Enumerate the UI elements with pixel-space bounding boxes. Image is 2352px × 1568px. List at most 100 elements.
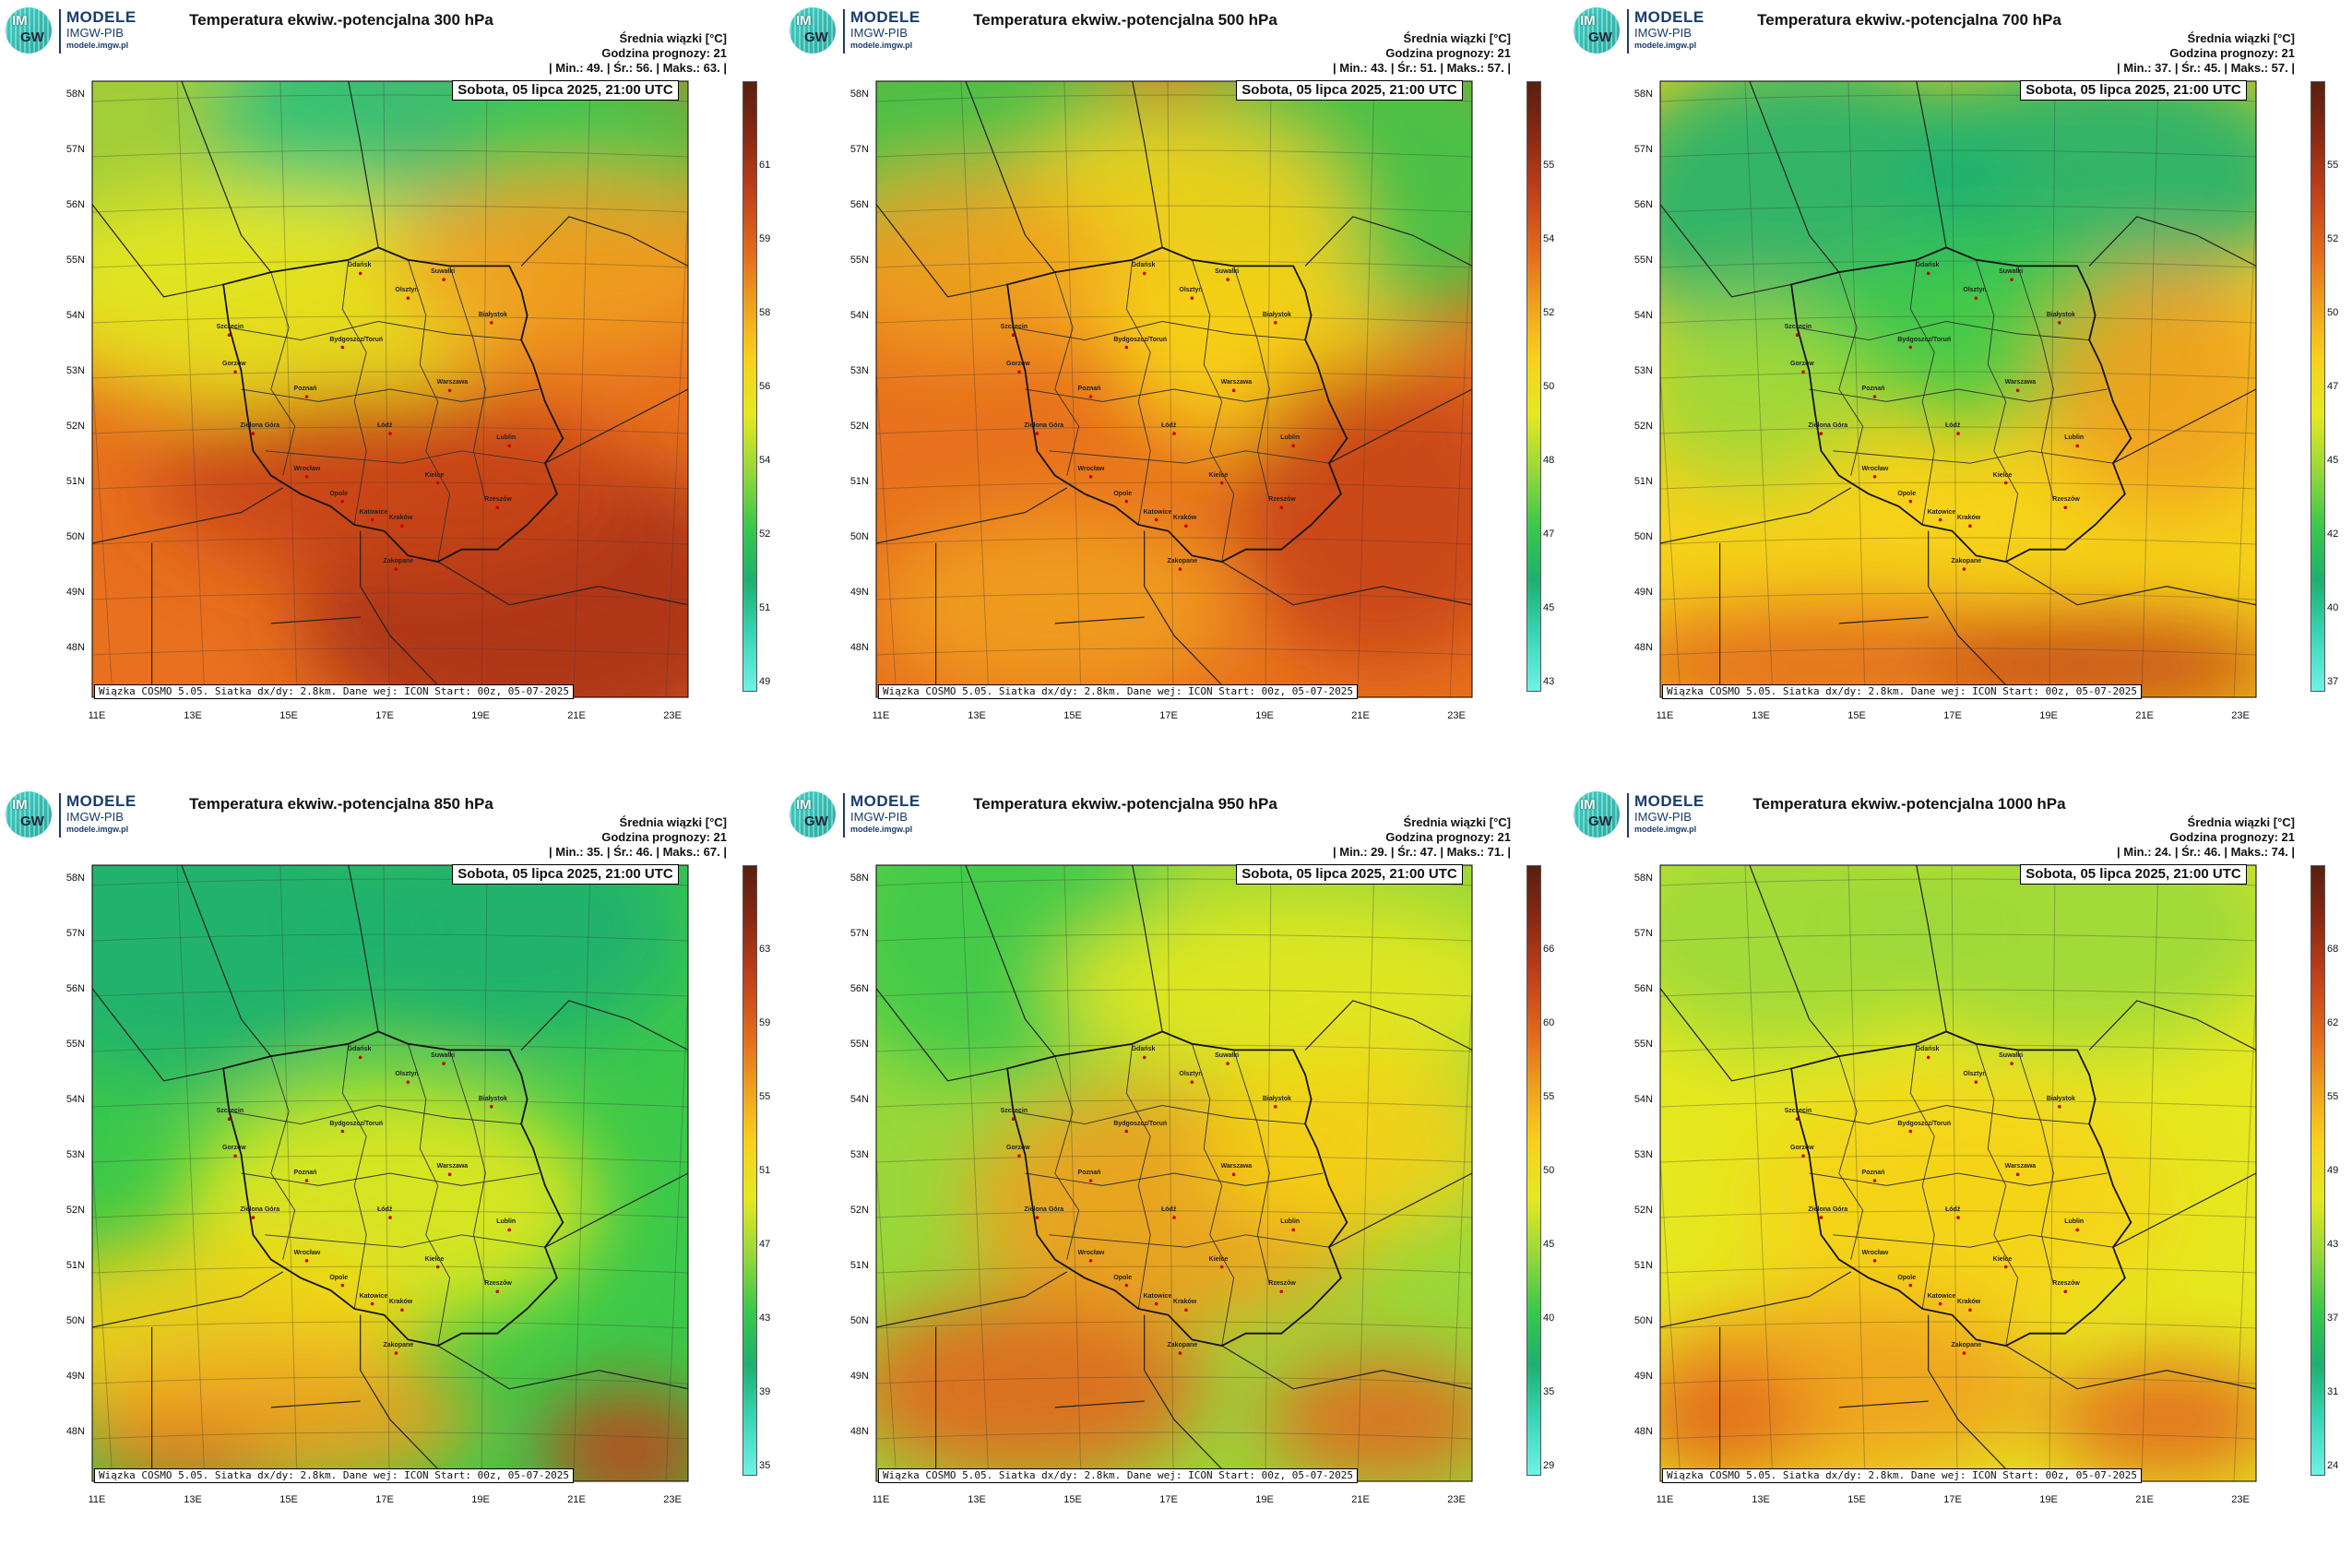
city-label: Lublin <box>496 1218 517 1226</box>
city-marker <box>1142 1055 1146 1060</box>
field-region <box>1054 896 1472 1081</box>
longitude-line <box>1744 81 1774 697</box>
city-label: Gdańsk <box>1915 262 1940 269</box>
longitude-line <box>1744 865 1774 1481</box>
country-border <box>437 1345 688 1390</box>
longitude-label: 15E <box>1847 710 1866 721</box>
longitude-label: 23E <box>2231 1494 2250 1505</box>
country-border <box>1054 616 1145 624</box>
longitude-label: 15E <box>1847 1494 1866 1505</box>
colorbar-tick: 50 <box>1543 381 1555 392</box>
longitude-line <box>960 81 990 697</box>
city-label: Zakopane <box>1167 558 1198 565</box>
country-border <box>360 1314 451 1481</box>
longitude-line <box>1357 81 1375 697</box>
city-label: Szczecin <box>1784 1108 1812 1115</box>
city-label: Zielona Góra <box>240 1206 280 1214</box>
city-label: Białystok <box>2046 311 2075 318</box>
region-border <box>2017 1050 2054 1285</box>
field-map <box>875 80 1473 698</box>
country-border <box>92 204 224 298</box>
latitude-label: 55N <box>849 255 869 266</box>
city-marker <box>400 1308 404 1313</box>
city-marker <box>1938 1301 1942 1306</box>
region-border <box>1233 1050 1270 1285</box>
city-marker <box>1142 271 1146 276</box>
latitude-line <box>92 1044 688 1052</box>
imgw-logo-icon <box>790 791 836 837</box>
city-marker <box>1872 395 1877 398</box>
city-marker <box>1124 1129 1129 1134</box>
longitude-label: 13E <box>1752 710 1770 721</box>
country-border <box>2005 561 2256 606</box>
city-marker <box>447 388 452 393</box>
latitude-line <box>876 1044 1472 1052</box>
latitude-line <box>1660 1376 2256 1384</box>
region-border <box>1191 259 1235 563</box>
latitude-line <box>876 426 1472 434</box>
latitude-line <box>876 371 1472 379</box>
colorbar-tick: 29 <box>1543 1460 1555 1471</box>
field-region <box>330 865 688 1051</box>
logo-mark-bottom: GW <box>804 814 828 829</box>
longitude-label: 23E <box>2231 710 2250 721</box>
latitude-line <box>876 989 1472 997</box>
longitude-line <box>481 81 488 697</box>
colorbar-tick: 49 <box>2327 1165 2339 1176</box>
latitude-line <box>876 315 1472 324</box>
city-marker <box>1178 1351 1182 1355</box>
city-marker <box>388 1216 392 1219</box>
city-label: Warszawa <box>2004 379 2037 386</box>
region-border <box>341 1043 367 1310</box>
region-border <box>2017 266 2054 501</box>
city-label: Suwałki <box>431 268 456 276</box>
longitude-line <box>1167 865 1174 1481</box>
region-border <box>341 259 367 526</box>
longitude-line <box>1265 81 1272 697</box>
country-border <box>2088 1000 2256 1051</box>
colorbar-tick: 40 <box>1543 1313 1555 1324</box>
city-marker <box>435 481 440 485</box>
region-border <box>1909 1043 1935 1310</box>
city-label: Rzeszów <box>1268 496 1296 504</box>
latitude-label: 52N <box>65 1205 85 1216</box>
colorbar-tick: 52 <box>759 529 771 540</box>
city-label: Rzeszów <box>1268 1280 1296 1288</box>
longitude-label: 15E <box>279 710 298 721</box>
city-marker <box>495 1289 500 1294</box>
map-panel-1: IM GW MODELE IMGW-PIB modele.imgw.pl Temp… <box>0 0 784 784</box>
region-border <box>1049 450 1330 464</box>
longitude-label: 19E <box>471 1494 490 1505</box>
city-marker <box>1795 1117 1800 1121</box>
logo-mark-top: IM <box>1580 13 1596 29</box>
city-marker <box>1819 432 1823 435</box>
region-border <box>1833 1234 2114 1248</box>
city-label: Łódź <box>377 1206 393 1214</box>
city-marker <box>1968 1308 1972 1313</box>
forecast-hour: Godzina prognozy: 21 <box>1385 830 1511 844</box>
longitude-label: 11E <box>88 710 106 721</box>
logo-org: IMGW-PIB <box>66 26 124 40</box>
city-marker <box>1226 278 1229 281</box>
city-marker <box>304 395 309 398</box>
city-label: Białystok <box>1262 1095 1291 1102</box>
city-label: Łódź <box>1161 1206 1177 1214</box>
longitude-line <box>481 865 488 1481</box>
city-marker <box>1154 517 1158 522</box>
city-label: Łódź <box>1945 422 1961 430</box>
latitude-line <box>92 1431 688 1440</box>
country-border <box>92 1271 284 1328</box>
city-marker <box>227 1117 232 1121</box>
longitude-label: 17E <box>1159 710 1178 721</box>
country-border <box>1132 81 1163 248</box>
city-marker <box>1279 505 1284 510</box>
longitude-line <box>1449 194 1472 697</box>
model-footnote: Wiązka COSMO 5.05. Siatka dx/dy: 2.8km. … <box>1662 1468 2142 1483</box>
latitude-line <box>92 1265 688 1274</box>
city-marker <box>1184 524 1188 529</box>
latitude-line <box>876 1210 1472 1218</box>
city-marker <box>2015 1172 2020 1177</box>
city-label: Olsztyn <box>395 1071 419 1078</box>
field-region <box>1869 865 2256 1051</box>
colorbar-tick: 55 <box>2327 1091 2339 1102</box>
